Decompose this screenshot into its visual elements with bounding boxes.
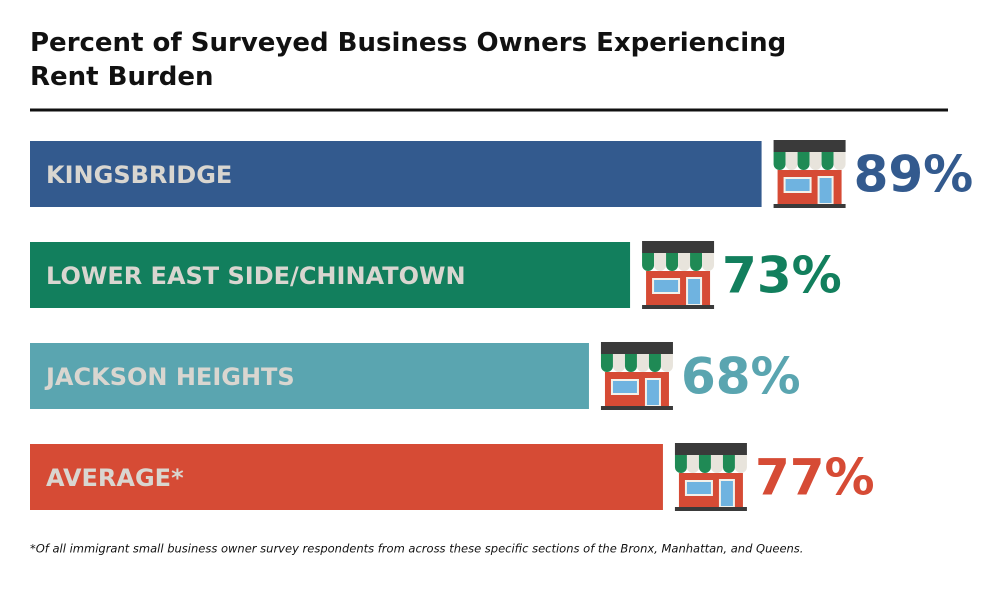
icon-awning (660, 354, 673, 372)
icon-awning (710, 455, 723, 473)
icon-awning (797, 152, 810, 170)
icon-awning (624, 354, 637, 372)
icon-base (600, 406, 673, 410)
category-label: LOWER EAST SIDE/CHINATOWN (46, 262, 466, 290)
value-label: 89% (854, 146, 974, 204)
bar (30, 444, 663, 510)
icon-window (610, 379, 639, 395)
icon-awning (600, 354, 613, 372)
icon-awning (654, 253, 667, 271)
icon-awning (833, 152, 846, 170)
icon-awning (821, 152, 834, 170)
icon-roof (600, 342, 673, 354)
value-label: 73% (722, 247, 842, 305)
icon-door (644, 378, 661, 407)
icon-roof (674, 443, 747, 455)
store-icon (674, 443, 747, 511)
bar (30, 242, 631, 308)
icon-awning (702, 253, 715, 271)
footnote: *Of all immigrant small business owner s… (30, 542, 803, 556)
icon-base (674, 507, 747, 511)
icon-awning (785, 152, 798, 170)
icon-awning (612, 354, 625, 372)
category-label: AVERAGE* (46, 464, 184, 492)
chart-title: Percent of Surveyed Business Owners Expe… (30, 28, 787, 92)
icon-door (686, 277, 703, 306)
icon-door (817, 176, 834, 205)
store-icon (600, 342, 673, 410)
category-label: JACKSON HEIGHTS (44, 363, 295, 391)
icon-awning (734, 455, 747, 473)
value-label: 68% (681, 348, 801, 406)
icon-awning (636, 354, 649, 372)
icon-awning (686, 455, 699, 473)
store-icon (773, 140, 846, 208)
icon-awning (690, 253, 703, 271)
icon-window (783, 177, 812, 193)
icon-window (652, 278, 681, 294)
icon-awning (642, 253, 655, 271)
icon-base (773, 204, 846, 208)
icon-awning (648, 354, 661, 372)
icon-roof (642, 241, 715, 253)
icon-awning (678, 253, 691, 271)
bar (30, 141, 762, 207)
icon-door (718, 479, 735, 508)
value-label: 77% (755, 449, 875, 507)
icon-roof (773, 140, 846, 152)
icon-base (642, 305, 715, 309)
store-icon (642, 241, 715, 309)
icon-awning (809, 152, 822, 170)
icon-awning (698, 455, 711, 473)
icon-awning (773, 152, 786, 170)
icon-awning (674, 455, 687, 473)
icon-window (684, 480, 713, 496)
icon-awning (666, 253, 679, 271)
category-label: KINGSBRIDGE (46, 161, 232, 189)
icon-awning (722, 455, 735, 473)
bar (30, 343, 589, 409)
